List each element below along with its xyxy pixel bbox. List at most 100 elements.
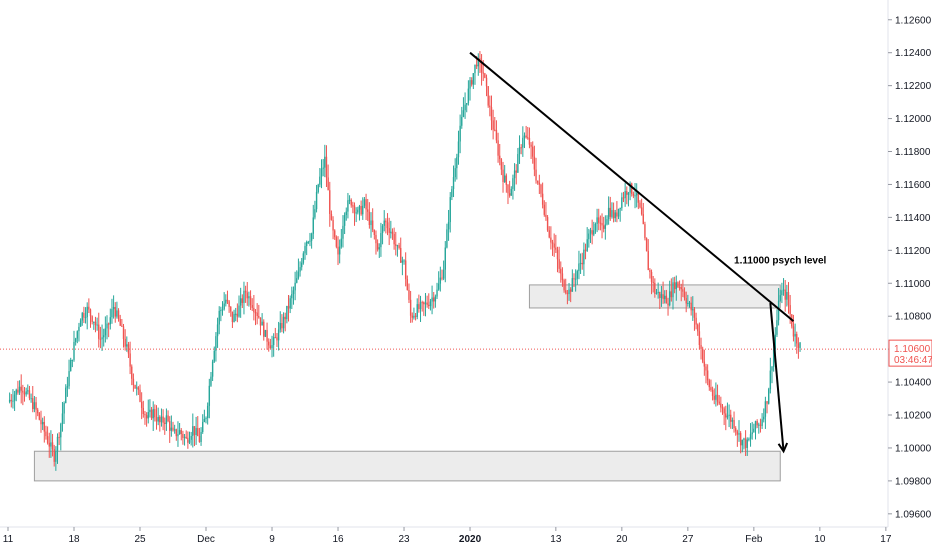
- candle: [700, 337, 702, 360]
- y-tick-label: 1.11200: [895, 246, 931, 257]
- candle-body: [480, 61, 483, 73]
- candle-body: [124, 338, 126, 347]
- candle-body: [574, 278, 577, 280]
- candle-body: [439, 277, 442, 284]
- candle: [149, 399, 151, 418]
- candle: [98, 312, 100, 348]
- candle-body: [91, 316, 93, 322]
- candle-body: [688, 302, 691, 304]
- candle: [754, 420, 757, 440]
- candle-body: [472, 73, 475, 85]
- candle-body: [532, 146, 534, 157]
- candle-body: [340, 238, 343, 247]
- candle: [668, 280, 671, 307]
- candle-body: [88, 306, 90, 310]
- candle: [60, 422, 62, 451]
- candle-body: [325, 156, 328, 178]
- candle: [678, 280, 681, 291]
- projection-arrow-shaft[interactable]: [769, 302, 785, 452]
- candle-body: [210, 376, 212, 386]
- candle: [624, 183, 626, 207]
- candle: [527, 127, 529, 140]
- candle-body: [294, 282, 296, 291]
- candle-body: [253, 307, 255, 313]
- candle-body: [543, 204, 545, 215]
- candle: [55, 446, 57, 471]
- candle: [421, 300, 423, 312]
- candle: [404, 252, 407, 287]
- candle-body: [470, 80, 473, 85]
- candle: [716, 384, 719, 406]
- candle: [170, 415, 173, 437]
- projection-arrow-head: [777, 442, 789, 454]
- candle: [573, 273, 575, 287]
- candle-body: [188, 439, 191, 443]
- candle: [739, 431, 742, 454]
- candle-body: [652, 281, 654, 283]
- candle-body: [324, 156, 326, 168]
- candle-body: [13, 394, 16, 401]
- zone-rect-0: [33, 450, 781, 482]
- candle-body: [94, 321, 97, 326]
- candle: [409, 290, 412, 323]
- candle-body: [43, 421, 46, 432]
- candle: [127, 341, 130, 358]
- candle: [660, 285, 663, 307]
- candle: [264, 329, 267, 338]
- x-tick-label: 25: [134, 534, 146, 545]
- candle-body: [467, 88, 470, 104]
- candle: [78, 322, 80, 342]
- candle-body: [363, 199, 366, 206]
- candle: [56, 433, 59, 464]
- candle: [342, 215, 344, 248]
- candle: [84, 307, 87, 324]
- trend-line[interactable]: [469, 51, 795, 322]
- candle: [560, 261, 562, 283]
- candle-body: [461, 116, 463, 126]
- candle-body: [400, 247, 402, 263]
- candle: [761, 413, 763, 429]
- candle: [599, 215, 602, 231]
- candle: [41, 417, 44, 431]
- candle: [743, 437, 745, 450]
- candle: [665, 289, 668, 304]
- candle: [122, 323, 125, 348]
- candle-body: [18, 386, 21, 393]
- candle: [360, 200, 362, 216]
- candle: [343, 212, 346, 235]
- candle-body: [164, 422, 166, 425]
- candle-body: [312, 217, 314, 234]
- candle-body: [205, 418, 207, 420]
- candle-body: [626, 191, 628, 195]
- candle-body: [46, 436, 49, 443]
- x-tick-label: Feb: [745, 534, 763, 545]
- candle: [395, 231, 397, 256]
- y-tick-label: 1.11000: [895, 279, 931, 290]
- candle-body: [106, 323, 108, 329]
- candle: [673, 276, 676, 294]
- candle-body: [776, 320, 778, 335]
- candle: [131, 364, 133, 386]
- candle-body: [703, 361, 706, 367]
- candle-body: [588, 233, 590, 240]
- candle-body: [378, 247, 380, 250]
- candle: [220, 306, 222, 322]
- x-tick-label: 17: [880, 534, 892, 545]
- candle: [713, 388, 715, 405]
- candle: [655, 288, 658, 295]
- candle-body: [50, 442, 52, 447]
- candle-body: [178, 430, 181, 435]
- candle-body: [58, 436, 60, 438]
- candle-body: [243, 290, 245, 303]
- candle-body: [271, 345, 273, 349]
- candle: [611, 202, 613, 219]
- candle: [70, 357, 72, 372]
- candle-body: [55, 451, 57, 462]
- candle-body: [457, 141, 460, 158]
- candle-body: [640, 207, 643, 215]
- candle: [338, 239, 341, 264]
- candle: [533, 145, 536, 177]
- candle-body: [774, 334, 776, 350]
